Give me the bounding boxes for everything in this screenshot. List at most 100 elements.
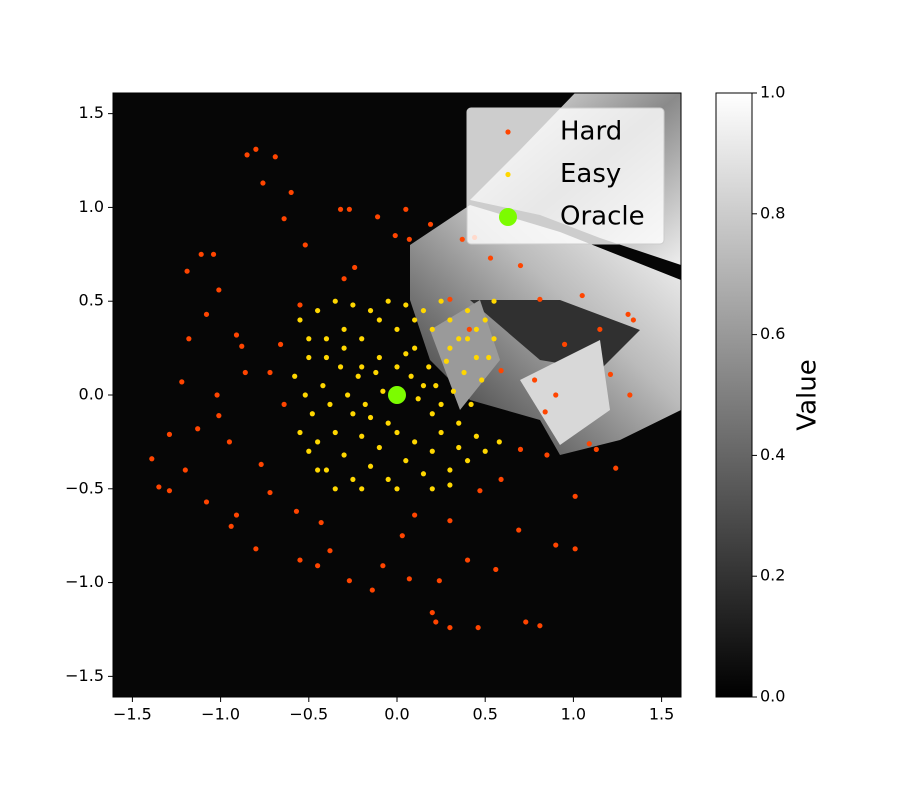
point bbox=[385, 298, 391, 304]
point bbox=[367, 307, 374, 314]
point bbox=[482, 317, 488, 323]
point bbox=[412, 439, 418, 445]
point bbox=[380, 563, 386, 569]
point bbox=[346, 206, 352, 212]
point bbox=[297, 317, 303, 323]
point bbox=[359, 433, 365, 439]
point bbox=[302, 392, 308, 398]
point bbox=[394, 326, 400, 332]
point bbox=[473, 354, 479, 361]
point bbox=[456, 336, 462, 342]
point bbox=[302, 242, 308, 248]
colorbar bbox=[715, 92, 753, 698]
point bbox=[544, 452, 550, 458]
point bbox=[572, 493, 578, 499]
point bbox=[593, 446, 599, 452]
point bbox=[496, 439, 502, 445]
point bbox=[186, 336, 192, 342]
point bbox=[203, 311, 210, 317]
point bbox=[327, 401, 333, 407]
point bbox=[292, 373, 298, 379]
point bbox=[461, 369, 467, 376]
point bbox=[309, 411, 315, 417]
point bbox=[293, 508, 300, 514]
point bbox=[479, 377, 485, 383]
point bbox=[226, 439, 233, 445]
point bbox=[433, 619, 439, 625]
point bbox=[427, 221, 434, 227]
point bbox=[429, 486, 435, 492]
point bbox=[327, 548, 333, 554]
point bbox=[447, 624, 453, 631]
point bbox=[579, 292, 585, 299]
point bbox=[258, 461, 264, 468]
point bbox=[253, 546, 259, 552]
colorbar-tick-label: 0.0 bbox=[760, 687, 785, 706]
point bbox=[359, 364, 365, 370]
point bbox=[315, 439, 321, 445]
point bbox=[516, 527, 522, 533]
point bbox=[182, 467, 188, 473]
point bbox=[216, 413, 222, 419]
point bbox=[272, 154, 278, 160]
y-tick-label: 1.5 bbox=[79, 103, 104, 122]
point bbox=[572, 546, 578, 552]
point bbox=[477, 488, 483, 494]
point bbox=[210, 251, 217, 257]
point bbox=[277, 341, 284, 347]
point bbox=[345, 392, 351, 398]
point bbox=[415, 396, 421, 402]
point bbox=[426, 364, 432, 370]
point bbox=[487, 255, 494, 261]
point bbox=[388, 386, 406, 404]
point bbox=[267, 489, 273, 496]
y-tick-label: 0.0 bbox=[79, 385, 104, 404]
point bbox=[346, 578, 352, 584]
point bbox=[464, 458, 471, 464]
legend-marker bbox=[505, 129, 511, 135]
point bbox=[607, 371, 614, 377]
legend-label: Easy bbox=[560, 159, 621, 189]
point bbox=[456, 444, 462, 451]
point bbox=[374, 214, 381, 220]
point bbox=[350, 302, 356, 308]
point bbox=[376, 317, 382, 323]
point bbox=[625, 311, 631, 317]
point bbox=[367, 414, 374, 421]
point bbox=[332, 298, 338, 304]
point bbox=[195, 426, 201, 432]
point bbox=[385, 420, 391, 426]
colorbar-tick-label: 1.0 bbox=[760, 83, 785, 102]
point bbox=[447, 345, 453, 351]
point bbox=[281, 216, 287, 222]
point bbox=[179, 379, 185, 385]
point bbox=[332, 429, 338, 436]
point bbox=[350, 411, 356, 417]
point bbox=[408, 373, 414, 379]
x-tick-label: −0.5 bbox=[289, 705, 328, 724]
point bbox=[306, 354, 312, 361]
point bbox=[447, 518, 453, 524]
x-tick-label: −1.5 bbox=[113, 705, 152, 724]
legend-marker bbox=[505, 171, 511, 178]
point bbox=[297, 557, 303, 563]
y-tick-label: −1.5 bbox=[65, 666, 104, 685]
legend-label: Oracle bbox=[560, 202, 645, 232]
point bbox=[244, 152, 250, 158]
colorbar-tick-label: 0.4 bbox=[760, 445, 785, 464]
point bbox=[242, 369, 248, 376]
point bbox=[350, 476, 356, 483]
point bbox=[498, 476, 504, 483]
y-tick-label: 0.5 bbox=[79, 291, 104, 310]
point bbox=[473, 433, 479, 439]
map-region bbox=[430, 300, 500, 410]
legend-marker bbox=[499, 208, 517, 226]
point bbox=[456, 420, 462, 426]
point bbox=[406, 236, 412, 242]
legend-label: Hard bbox=[560, 117, 622, 147]
point bbox=[542, 409, 548, 415]
point bbox=[475, 624, 481, 631]
point bbox=[420, 383, 427, 389]
